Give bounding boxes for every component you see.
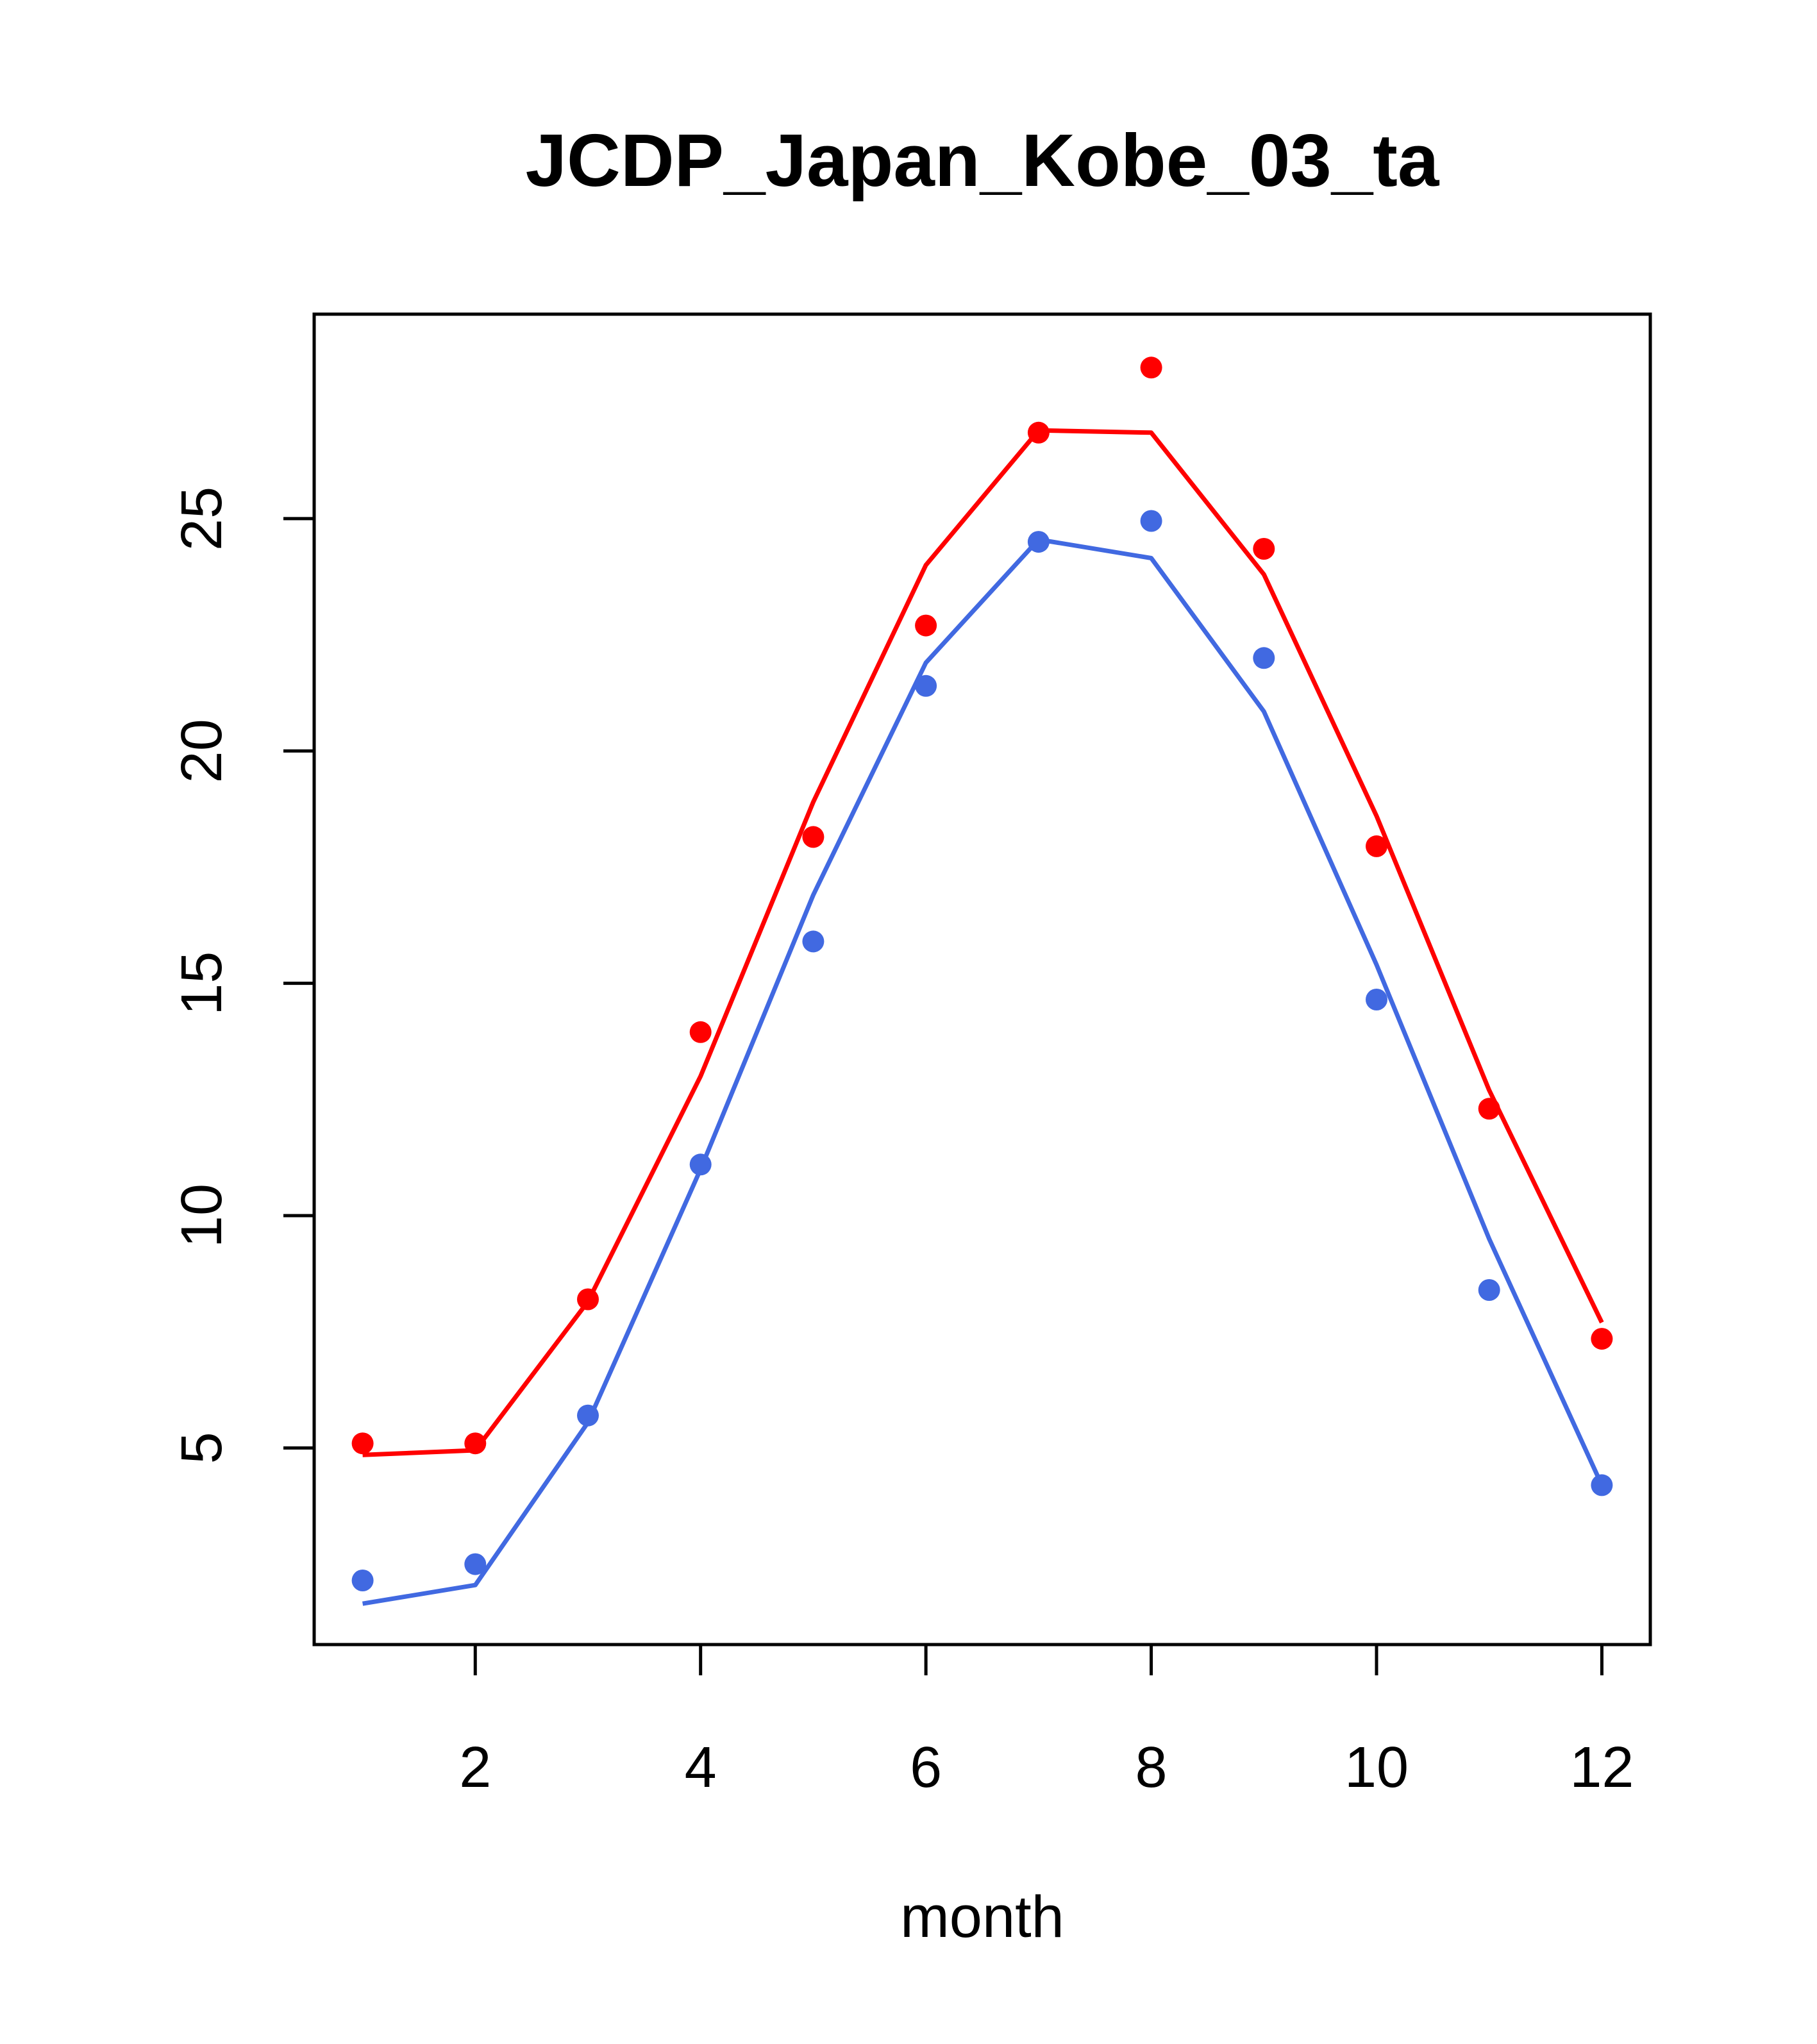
series-2-point	[1253, 647, 1275, 669]
y-tick-label: 20	[170, 719, 234, 783]
series-1-point	[1591, 1328, 1613, 1350]
plot-frame	[312, 312, 1652, 1646]
series-1-point	[1027, 421, 1050, 444]
series-2-point	[351, 1570, 374, 1591]
series-2-point	[1140, 510, 1162, 532]
series-2-point	[689, 1153, 712, 1176]
series-1-point	[1253, 538, 1275, 560]
series-1-point	[351, 1432, 374, 1455]
series-layer	[351, 356, 1613, 1606]
series-2-point	[1591, 1474, 1613, 1496]
x-tick-label: 6	[910, 1736, 942, 1800]
series-2-point	[464, 1553, 487, 1575]
x-tick-label: 10	[1344, 1736, 1409, 1800]
series-2-point	[1478, 1279, 1500, 1301]
series-2-line	[362, 537, 1604, 1606]
series-1-point	[689, 1021, 712, 1043]
y-axis: 5 10 15 20 25	[170, 487, 314, 1464]
series-1-point	[1478, 1098, 1500, 1120]
series-2-point	[577, 1404, 599, 1427]
series-1-point	[577, 1288, 599, 1311]
series-2-point	[1366, 989, 1387, 1010]
series-2-point	[915, 674, 937, 697]
x-axis: 2 4 6 8 10 12	[459, 1645, 1634, 1800]
y-tick-label: 5	[170, 1432, 234, 1464]
series-1-line	[362, 428, 1604, 1457]
x-tick-label: 2	[459, 1736, 491, 1800]
chart-title: JCDP_Japan_Kobe_03_ta	[526, 119, 1440, 202]
y-tick-label: 25	[170, 487, 234, 551]
x-tick-label: 12	[1570, 1736, 1634, 1800]
series-1-point	[464, 1432, 487, 1455]
y-tick-label: 10	[170, 1184, 234, 1248]
series-1-point	[915, 614, 937, 637]
series-1-point	[1366, 835, 1387, 857]
x-tick-label: 8	[1135, 1736, 1168, 1800]
y-tick-label: 15	[170, 951, 234, 1016]
series-1-point	[802, 826, 825, 848]
series-1-point	[1140, 356, 1162, 379]
x-axis-title: month	[900, 1884, 1064, 1950]
series-2-point	[1027, 531, 1050, 553]
x-tick-label: 4	[685, 1736, 717, 1800]
series-2-point	[802, 930, 825, 953]
series-1	[351, 356, 1613, 1457]
series-2	[351, 510, 1613, 1606]
